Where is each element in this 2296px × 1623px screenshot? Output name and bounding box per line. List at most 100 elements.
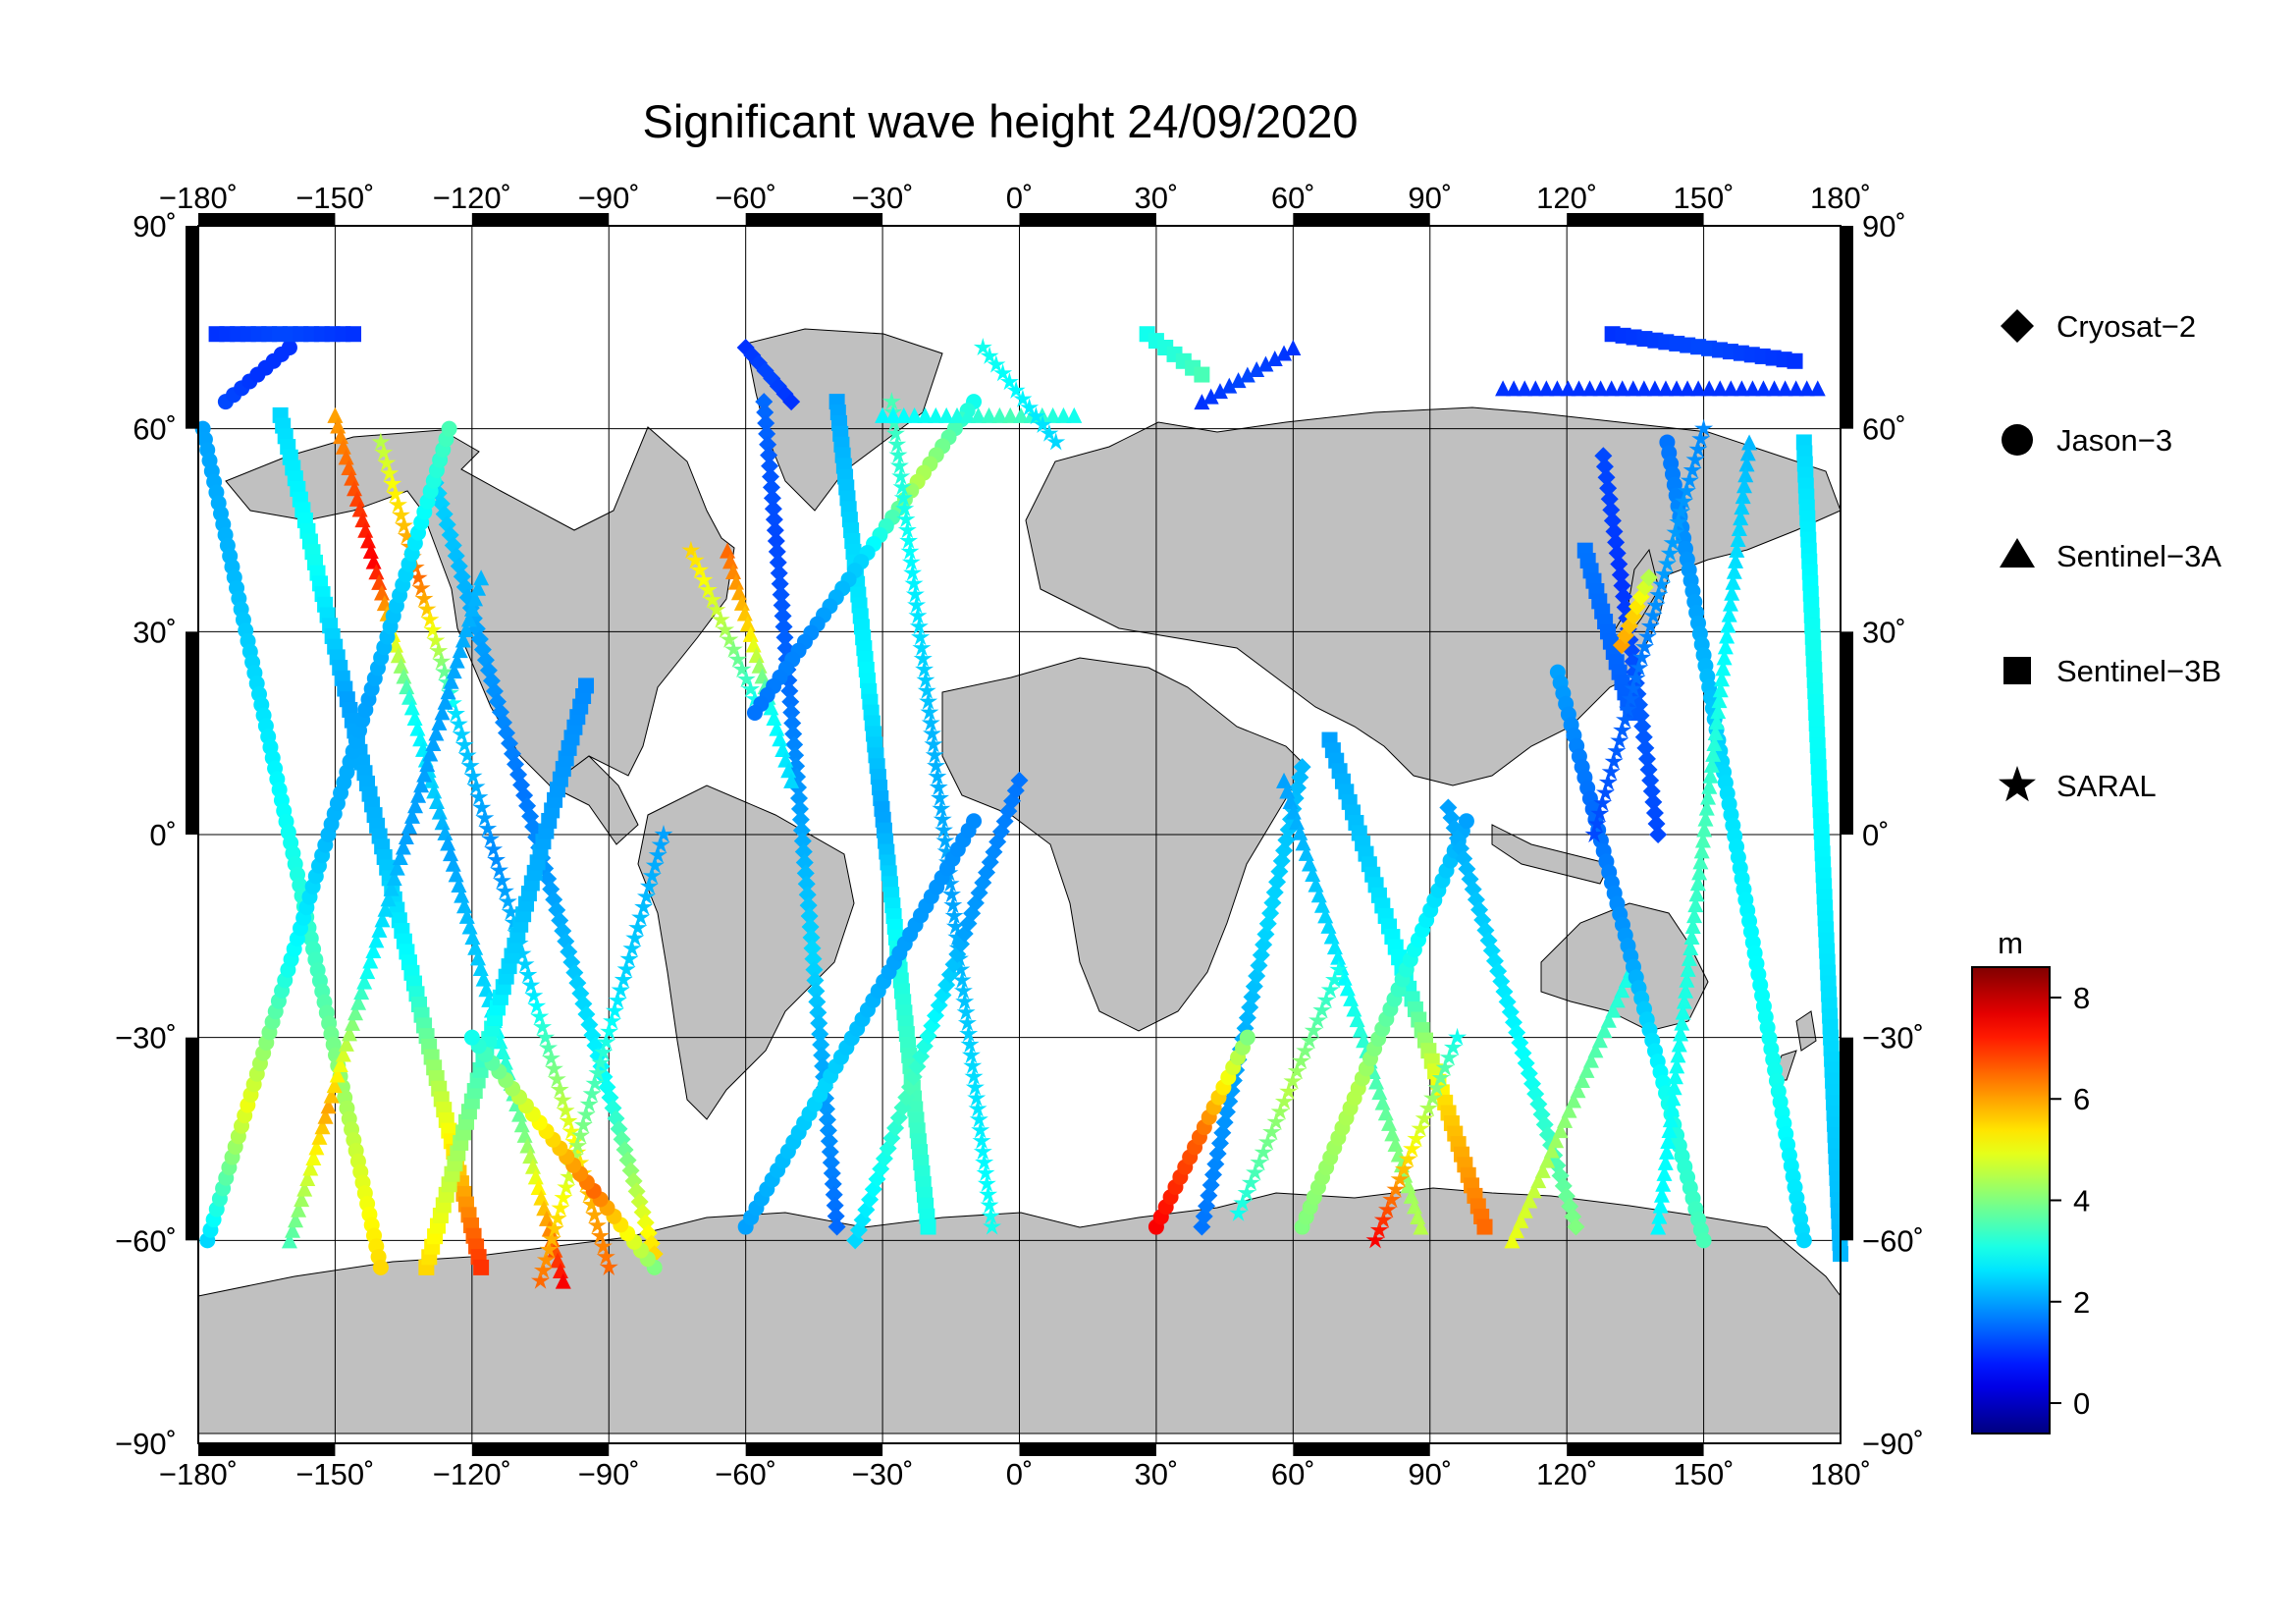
satellite-track [1194, 340, 1302, 410]
track-point [1257, 355, 1274, 372]
track-point [473, 569, 490, 586]
track-point [1384, 1125, 1401, 1142]
satellite-track [881, 392, 1002, 1235]
map-frame-bars [186, 213, 1853, 1456]
track-point [1601, 762, 1621, 781]
track-point [1646, 595, 1666, 614]
frame-bar-top [1293, 213, 1430, 226]
track-point [412, 730, 429, 747]
satellite-track [1229, 959, 1349, 1221]
track-point [1581, 380, 1598, 397]
frame-bar-right [1841, 631, 1853, 835]
track-point [1621, 689, 1640, 708]
track-point [1365, 1230, 1385, 1249]
track-point [1680, 380, 1696, 397]
track-point [917, 680, 936, 699]
track-point [1723, 380, 1739, 397]
track-point [299, 1170, 316, 1187]
track-point [1738, 456, 1755, 472]
track-point [1647, 814, 1666, 833]
colorbar-tick-label: 0 [2073, 1386, 2090, 1421]
track-point [475, 808, 495, 827]
track-point [1670, 1047, 1686, 1063]
track-point [768, 542, 786, 561]
longitude-label-top: −60˚ [715, 181, 776, 215]
track-point [398, 828, 414, 844]
track-point [803, 939, 822, 957]
track-point [1594, 447, 1613, 465]
longitude-label-bottom: −180˚ [159, 1457, 238, 1491]
track-point [442, 845, 458, 862]
track-point [371, 573, 388, 590]
legend-label: Cryosat−2 [2056, 309, 2196, 344]
track-point [745, 689, 765, 708]
satellite-track [1148, 1029, 1255, 1235]
track-point [333, 428, 349, 445]
track-point [999, 372, 1019, 391]
frame-bar-left [186, 631, 198, 835]
track-point [1249, 361, 1265, 378]
track-point [490, 860, 508, 879]
track-point [605, 1001, 624, 1019]
track-point [1368, 1073, 1385, 1090]
track-point [1712, 380, 1729, 397]
satellite-track [1139, 326, 1210, 383]
frame-bar-left [186, 226, 198, 429]
track-point [1582, 1052, 1599, 1068]
track-point [912, 638, 932, 657]
track-point [1614, 380, 1630, 397]
track-point [1735, 488, 1751, 505]
track-point [550, 1080, 569, 1099]
track-point [1237, 1183, 1256, 1202]
track-point [654, 825, 673, 843]
track-point [770, 564, 788, 582]
track-point [1737, 466, 1754, 483]
track-point [1657, 1154, 1674, 1170]
track-point [885, 423, 905, 442]
track-point [565, 1146, 585, 1164]
track-point [908, 606, 928, 624]
track-point [446, 663, 462, 679]
track-point [1650, 1218, 1667, 1235]
satellite-track [272, 406, 490, 1275]
track-point [365, 553, 382, 569]
track-point [554, 1188, 573, 1207]
track-point [451, 876, 467, 893]
track-point [827, 1207, 845, 1225]
track-point [1660, 543, 1680, 562]
frame-bar-bottom [1293, 1443, 1430, 1456]
track-point [888, 445, 908, 463]
satellite-track [1594, 447, 1668, 843]
track-point [1729, 541, 1745, 558]
track-point [371, 921, 388, 938]
track-point [332, 1056, 348, 1073]
satellite-track [755, 393, 846, 1236]
track-point [1755, 380, 1772, 397]
track-point [1295, 835, 1311, 851]
track-point [377, 900, 394, 917]
track-point [386, 484, 405, 503]
track-point [765, 511, 783, 529]
longitude-label-top: −30˚ [852, 181, 914, 215]
track-point [559, 1110, 578, 1129]
satellite-track [828, 394, 936, 1235]
track-point [971, 1120, 990, 1139]
track-point [1386, 1179, 1406, 1198]
track-point [1566, 1092, 1582, 1109]
track-point [1046, 432, 1066, 451]
track-point [1788, 380, 1804, 397]
satellite-track [846, 771, 1029, 1250]
frame-bar-top [1019, 213, 1156, 226]
track-point [1659, 1143, 1676, 1160]
track-point [1300, 1031, 1319, 1050]
track-point [458, 907, 475, 924]
track-point [1431, 1068, 1451, 1087]
track-point [1374, 1094, 1391, 1110]
track-point [582, 1084, 602, 1103]
track-point [979, 1184, 998, 1203]
track-point [1571, 380, 1587, 397]
track-point [762, 478, 780, 497]
track-point [981, 406, 997, 423]
legend-item-jason-3: Jason−3 [2002, 423, 2172, 458]
track-point [386, 870, 402, 887]
